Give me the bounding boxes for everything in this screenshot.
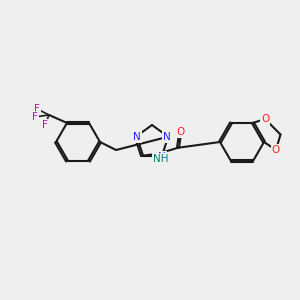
Text: N: N [163,132,171,142]
Text: O: O [272,145,280,155]
Text: F: F [34,104,40,114]
Text: O: O [176,127,184,137]
Text: NH: NH [153,154,169,164]
Text: N: N [158,152,166,162]
Text: N: N [133,132,141,142]
Text: O: O [261,114,269,124]
Text: F: F [32,112,38,122]
Text: F: F [42,120,48,130]
